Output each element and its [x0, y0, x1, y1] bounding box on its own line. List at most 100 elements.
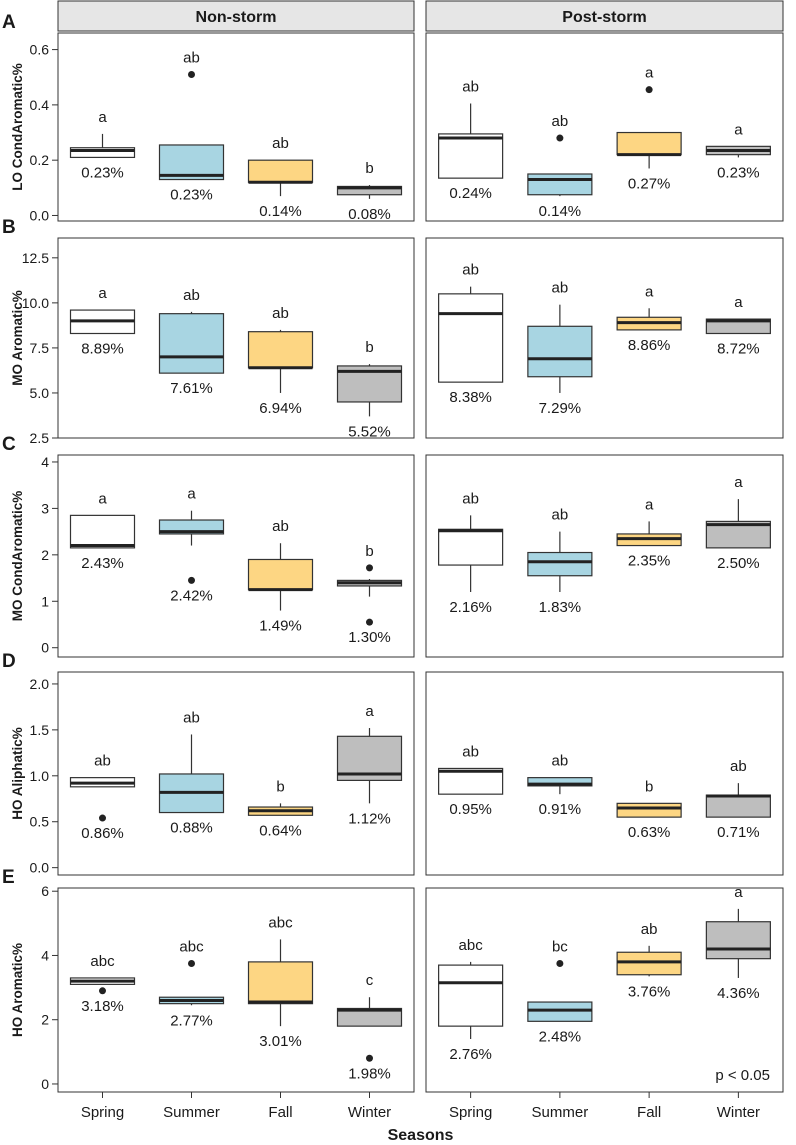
- x-tick-label: Fall: [268, 1104, 292, 1121]
- panel-letter: A: [2, 12, 16, 33]
- mean-label: 8.89%: [81, 340, 124, 357]
- mean-label: 1.98%: [348, 1065, 391, 1082]
- mean-label: 0.23%: [170, 187, 213, 204]
- mean-label: 0.86%: [81, 825, 124, 842]
- panel-frame: [57, 237, 415, 439]
- significance-letter: a: [734, 294, 743, 311]
- panel-frame: [57, 887, 415, 1093]
- significance-letter: a: [365, 703, 374, 720]
- p-value-note: p < 0.05: [715, 1067, 770, 1084]
- box-fall: a 0.27%: [616, 65, 682, 192]
- significance-letter: abc: [459, 937, 484, 954]
- mean-label: 2.77%: [170, 1012, 213, 1029]
- box-summer: ab 0.23%: [158, 49, 225, 204]
- box-body: [527, 1001, 593, 1022]
- significance-letter: a: [734, 121, 743, 138]
- mean-label: 0.88%: [170, 820, 213, 837]
- mean-label: 4.36%: [717, 985, 760, 1002]
- outlier-point: [366, 1054, 373, 1062]
- y-tick-label: 2.5: [30, 430, 50, 446]
- mean-label: 3.01%: [259, 1033, 302, 1050]
- significance-letter: b: [645, 778, 653, 795]
- box-body: [438, 293, 504, 383]
- box-winter: ab 0.71%: [705, 758, 771, 841]
- box-spring: ab 0.95%: [438, 743, 504, 818]
- box-body: [705, 794, 771, 818]
- facet-panel-D-1: ab 0.86% ab 0.88% b 0.64% a 1.12%: [57, 671, 415, 876]
- outlier-point: [556, 134, 564, 142]
- mean-label: 8.38%: [449, 389, 492, 406]
- box-summer: ab 7.29%: [527, 280, 593, 417]
- facet-title: Post-storm: [562, 9, 646, 26]
- box-spring: ab 2.16%: [438, 490, 504, 616]
- box-body: [616, 951, 682, 976]
- box-spring: ab 0.86%: [69, 753, 136, 842]
- box-winter: a 2.50%: [705, 474, 771, 572]
- y-tick-label: 0.4: [30, 97, 50, 113]
- mean-label: 0.63%: [628, 824, 671, 841]
- y-tick-label: 0.2: [30, 152, 50, 168]
- outlier-point: [645, 86, 653, 94]
- mean-label: 0.71%: [717, 824, 760, 841]
- box-winter: a 4.36%: [705, 884, 771, 1002]
- box-body: [247, 331, 314, 369]
- box-body: [527, 777, 593, 787]
- mean-label: 2.48%: [539, 1028, 582, 1045]
- y-tick-label: 4: [41, 454, 49, 470]
- box-winter: b 5.52%: [336, 339, 403, 440]
- y-tick-label: 2: [41, 547, 49, 563]
- facet-strip-2: Post-storm: [425, 0, 784, 32]
- box-spring: ab 0.24%: [438, 79, 504, 202]
- significance-letter: ab: [552, 507, 569, 524]
- box-body: [336, 1007, 403, 1027]
- y-tick-label: 5.0: [30, 385, 50, 401]
- y-tick-label: 6: [41, 883, 49, 899]
- box-summer: ab 0.14%: [527, 113, 593, 220]
- box-body: [438, 964, 504, 1027]
- facet-strip-bg: [425, 0, 784, 32]
- mean-label: 0.95%: [449, 801, 492, 818]
- mean-label: 2.35%: [628, 553, 671, 570]
- box-winter: a 1.12%: [336, 703, 403, 827]
- box-spring: abc 3.18%: [69, 953, 136, 1015]
- panel-frame: [425, 32, 784, 222]
- facet-panel-B-1: a 8.89% ab 7.61% ab 6.94% b 5.52%: [57, 237, 415, 440]
- box-fall: ab 1.49%: [247, 518, 314, 635]
- panel-B: BMO Aromatic%2.55.07.510.012.5a8.89%ab7.…: [2, 217, 784, 446]
- box-fall: a 2.35%: [616, 496, 682, 570]
- box-fall: ab 0.14%: [247, 135, 314, 220]
- significance-letter: ab: [94, 753, 111, 770]
- outlier-point: [99, 814, 106, 822]
- box-body: [527, 325, 593, 378]
- y-tick-label: 3: [41, 500, 49, 516]
- y-tick-label: 7.5: [30, 340, 50, 356]
- box-body: [527, 551, 593, 577]
- box-summer: abc 2.77%: [158, 938, 225, 1029]
- x-tick-label: Summer: [163, 1104, 220, 1121]
- panel-D: DHO Aliphatic%0.00.51.01.52.0ab0.86%ab0.…: [2, 651, 784, 876]
- significance-letter: ab: [462, 79, 479, 96]
- mean-label: 2.16%: [449, 599, 492, 616]
- significance-letter: a: [734, 884, 743, 901]
- mean-label: 1.12%: [348, 810, 391, 827]
- box-fall: ab 6.94%: [247, 305, 314, 417]
- facet-title: Non-storm: [196, 9, 277, 26]
- facet-strip-1: Non-storm: [57, 0, 415, 32]
- y-tick-label: 1: [41, 593, 49, 609]
- significance-letter: ab: [552, 113, 569, 130]
- mean-label: 7.29%: [539, 400, 582, 417]
- significance-letter: a: [98, 109, 107, 126]
- significance-letter: b: [365, 543, 373, 560]
- facet-panel-E-2: abc 2.76% bc 2.48% ab 3.76% a 4.36%: [425, 884, 784, 1093]
- y-tick-label: 1.5: [30, 722, 50, 738]
- box-body: [69, 147, 136, 159]
- box-summer: a 2.42%: [158, 486, 225, 604]
- significance-letter: ab: [730, 758, 747, 775]
- box-spring: a 0.23%: [69, 109, 136, 181]
- box-fall: abc 3.01%: [247, 914, 314, 1050]
- panel-letter: E: [2, 867, 15, 888]
- x-tick-label: Fall: [637, 1104, 661, 1121]
- box-body: [158, 144, 225, 181]
- box-spring: a 2.43%: [69, 490, 136, 572]
